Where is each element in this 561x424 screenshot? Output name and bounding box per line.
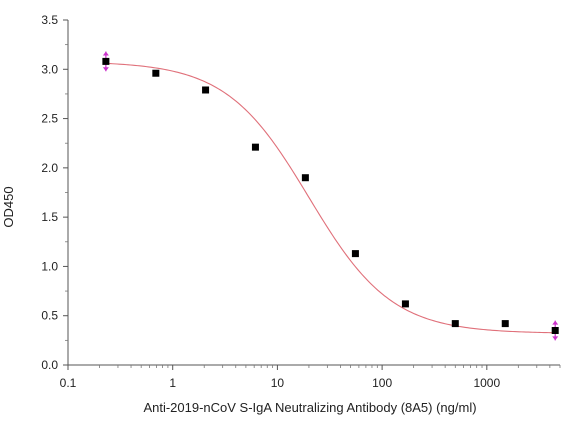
x-ticks: 0.1 1 10 100 1000: [60, 365, 561, 390]
data-point: [551, 327, 559, 334]
error-cap-bottom: [552, 336, 559, 341]
y-tick-label: 3.5: [41, 13, 58, 27]
data-point: [102, 57, 110, 65]
y-tick-label: 0.5: [41, 309, 58, 323]
x-tick-label: 100: [372, 376, 392, 390]
x-tick-label: 1: [169, 376, 176, 390]
error-cap-bottom: [102, 67, 109, 72]
y-tick-label: 2.5: [41, 112, 58, 126]
data-point: [301, 174, 309, 182]
y-tick-label: 3.0: [41, 62, 58, 76]
data-point: [451, 320, 459, 328]
data-point: [152, 69, 160, 77]
data-point: [401, 300, 409, 308]
error-cap-top: [102, 51, 109, 56]
x-tick-label: 1000: [473, 376, 500, 390]
data-points: [102, 57, 559, 334]
error-bars: [102, 51, 559, 341]
y-tick-label: 2.0: [41, 161, 58, 175]
data-point: [351, 250, 359, 258]
error-cap-top: [552, 320, 559, 325]
y-axis-label: OD450: [1, 186, 16, 227]
y-ticks: 0.0 0.5 1.0 1.5 2.0 2.5 3.0 3.5: [41, 13, 68, 372]
y-tick-label: 0.0: [41, 358, 58, 372]
y-tick-label: 1.0: [41, 259, 58, 273]
x-axis-label: Anti-2019-nCoV S-IgA Neutralizing Antibo…: [143, 400, 476, 415]
fit-curve-line: [105, 62, 556, 334]
data-point: [202, 86, 210, 94]
x-tick-label: 0.1: [60, 376, 77, 390]
data-point: [251, 143, 259, 151]
x-tick-label: 10: [271, 376, 285, 390]
data-point: [501, 320, 509, 328]
axes: [67, 20, 560, 366]
y-tick-label: 1.5: [41, 210, 58, 224]
